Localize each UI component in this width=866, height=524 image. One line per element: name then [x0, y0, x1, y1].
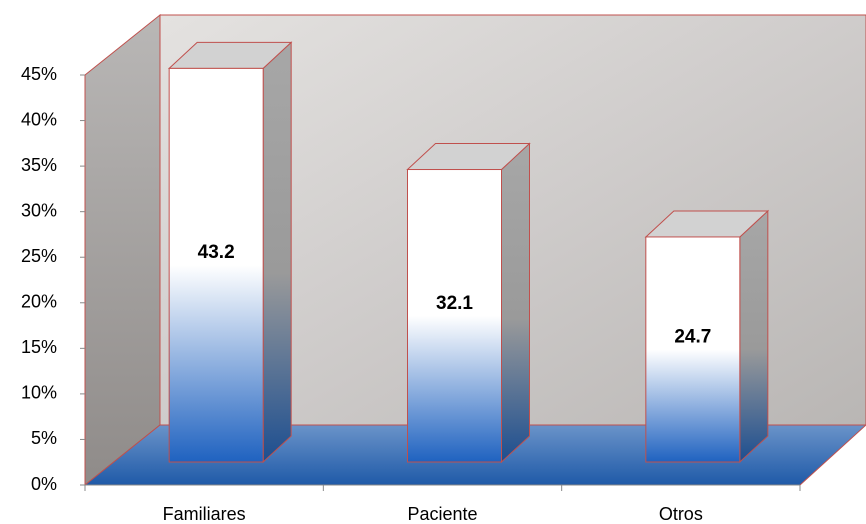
y-tick-label: 30%	[21, 200, 57, 220]
y-tick-label: 5%	[31, 428, 57, 448]
y-tick-label: 25%	[21, 246, 57, 266]
side-wall	[84, 13, 161, 487]
y-tick-label: 15%	[21, 337, 57, 357]
bar	[645, 236, 741, 463]
y-tick-label: 40%	[21, 109, 57, 129]
y-tick-label: 0%	[31, 474, 57, 494]
x-tick-label: Familiares	[163, 504, 246, 524]
bar-side	[739, 209, 769, 464]
x-tick-label: Paciente	[407, 504, 477, 524]
bar-side	[501, 142, 530, 464]
value-label: 43.2	[198, 242, 235, 263]
y-tick-label: 20%	[21, 292, 57, 312]
bar-side	[262, 41, 292, 464]
y-tick-label: 35%	[21, 155, 57, 175]
y-tick-label: 45%	[21, 64, 57, 84]
y-tick-label: 10%	[21, 383, 57, 403]
value-label: 24.7	[674, 326, 711, 347]
value-label: 32.1	[436, 293, 473, 314]
bar	[407, 169, 502, 463]
x-tick-label: Otros	[659, 504, 703, 524]
bar	[168, 67, 264, 463]
